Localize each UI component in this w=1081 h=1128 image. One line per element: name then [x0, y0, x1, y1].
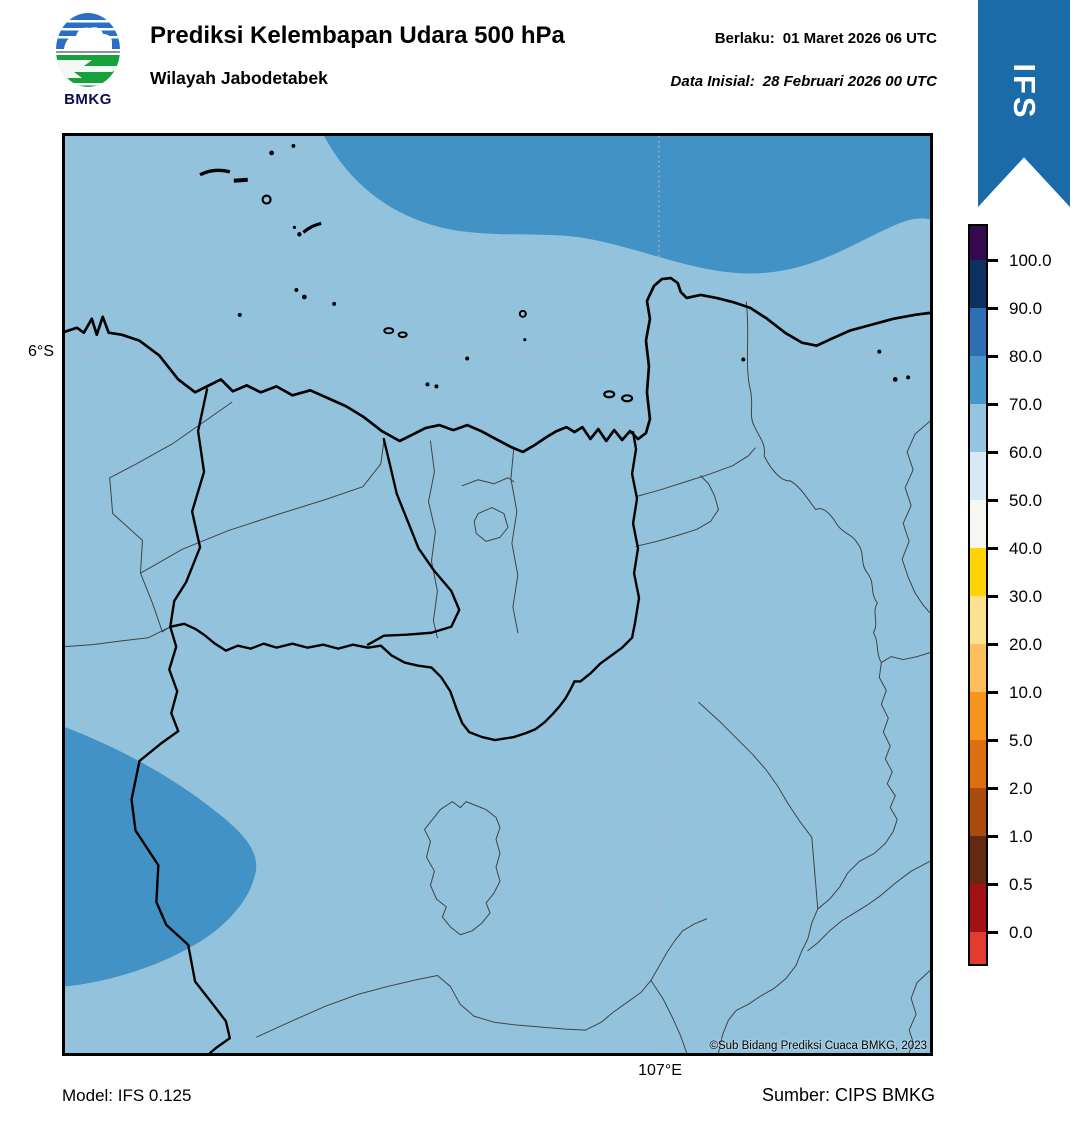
colorbar-tick-label: 90.0 [1009, 298, 1043, 318]
colorbar-tick-label: 0.5 [1009, 874, 1033, 894]
colorbar-segment [970, 356, 986, 404]
colorbar-tick-mark [988, 499, 998, 502]
colorbar-tick-label: 100.0 [1009, 250, 1052, 270]
colorbar-tick-mark [988, 355, 998, 358]
colorbar-segment [970, 932, 986, 964]
colorbar-segment [970, 644, 986, 692]
colorbar-segment [970, 500, 986, 548]
model-label: Model: IFS 0.125 [62, 1086, 192, 1105]
colorbar-segment [970, 404, 986, 452]
colorbar-tick-label: 2.0 [1009, 778, 1033, 798]
bmkg-logo-icon [56, 13, 120, 87]
colorbar-tick-label: 60.0 [1009, 442, 1043, 462]
colorbar-tick-label: 70.0 [1009, 394, 1043, 414]
colorbar-tick-mark [988, 643, 998, 646]
colorbar-tick-label: 10.0 [1009, 682, 1043, 702]
colorbar-tick-label: 50.0 [1009, 490, 1043, 510]
colorbar-segment [970, 548, 986, 596]
colorbar-segment [970, 692, 986, 740]
colorbar-ticks: 100.0 90.0 80.0 70.0 60.0 50.0 40.0 30.0 20.0 10.… [968, 227, 1068, 965]
colorbar-tick-mark [988, 691, 998, 694]
colorbar-tick-label: 20.0 [1009, 634, 1043, 654]
forecast-map: ©Sub Bidang Prediksi Cuaca BMKG, 2023 [62, 133, 933, 1056]
lon-axis-label: 107°E [638, 1062, 682, 1079]
colorbar-tick-label: 0.0 [1009, 922, 1033, 942]
valid-time-label: Berlaku: [714, 30, 775, 47]
colorbar-segment [970, 452, 986, 500]
map-canvas [65, 136, 930, 1053]
copyright-note: ©Sub Bidang Prediksi Cuaca BMKG, 2023 [709, 1040, 927, 1052]
valid-time: Berlaku: 01 Maret 2026 06 UTC [715, 30, 937, 47]
colorbar-tick-mark [988, 595, 998, 598]
colorbar-tick-label: 40.0 [1009, 538, 1043, 558]
source-label: Sumber: CIPS BMKG [761, 1085, 935, 1105]
colorbar-segment [970, 308, 986, 356]
humidity-shade-southwest [65, 727, 257, 987]
colorbar-segment [970, 596, 986, 644]
colorbar-tick-mark [988, 259, 998, 262]
colorbar-tick-mark [988, 547, 998, 550]
page-title: Prediksi Kelembapan Udara 500 hPa [150, 22, 565, 49]
colorbar-tick-mark [988, 787, 998, 790]
model-ribbon-label: IFS [1007, 63, 1042, 121]
colorbar-tick-mark [988, 451, 998, 454]
initial-time-label: Data Inisial: [670, 73, 755, 90]
admin-boundaries-thin [65, 301, 930, 1053]
colorbar-tick-mark [988, 835, 998, 838]
colorbar-tick-mark [988, 931, 998, 934]
colorbar-tick-mark [988, 307, 998, 310]
colorbar-segment [970, 226, 986, 260]
colorbar-segment [970, 884, 986, 932]
colorbar-tick-label: 30.0 [1009, 586, 1043, 606]
lat-axis-label: 6°S [28, 343, 54, 360]
colorbar-tick-mark [988, 883, 998, 886]
initial-time-value: 28 Februari 2026 00 UTC [762, 73, 937, 90]
colorbar-segment [970, 836, 986, 884]
initial-time: Data Inisial: 28 Februari 2026 00 UTC [671, 73, 937, 90]
colorbar-tick-mark [988, 739, 998, 742]
humidity-shade-north [324, 136, 930, 274]
islands [199, 143, 911, 403]
colorbar-tick-mark [988, 403, 998, 406]
page-subtitle: Wilayah Jabodetabek [150, 68, 328, 88]
colorbar-tick-label: 1.0 [1009, 826, 1033, 846]
bmkg-logo-label: BMKG [64, 91, 112, 108]
valid-time-value: 01 Maret 2026 06 UTC [782, 30, 937, 47]
colorbar-segment [970, 260, 986, 308]
colorbar [968, 224, 988, 966]
model-ribbon: IFS [978, 0, 1070, 207]
colorbar-segment [970, 740, 986, 788]
colorbar-tick-label: 80.0 [1009, 346, 1043, 366]
coastline [65, 276, 930, 454]
bmkg-logo: BMKG [52, 12, 124, 108]
colorbar-segment [970, 788, 986, 836]
colorbar-tick-label: 5.0 [1009, 730, 1033, 750]
admin-boundaries-thick [130, 388, 641, 1053]
